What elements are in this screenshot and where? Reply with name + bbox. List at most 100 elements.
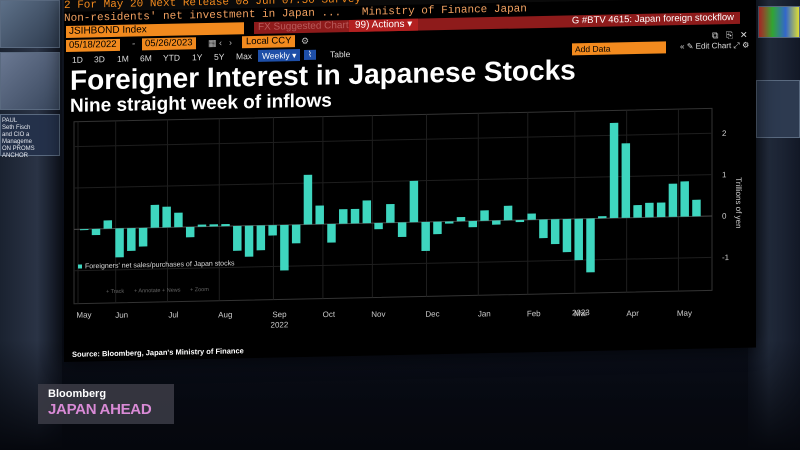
chart-area: -1 0 1 2 Trillions of yen Foreigners' net sal… bbox=[64, 103, 756, 344]
x-tick-label: Sep bbox=[272, 310, 287, 319]
chart-bar bbox=[138, 227, 148, 247]
chart-bar bbox=[80, 229, 89, 231]
chart-bar bbox=[586, 218, 595, 273]
chart-bar bbox=[127, 228, 136, 251]
chart-tool-label: + Zoom bbox=[190, 287, 209, 293]
chart-bar bbox=[150, 204, 160, 228]
edit-chart-label: ✎ Edit Chart bbox=[686, 41, 732, 51]
bar-chart: -1 0 1 2 Trillions of yen Foreigners' net sal… bbox=[73, 107, 743, 330]
chart-bar bbox=[480, 210, 489, 221]
calendar-icon[interactable]: ▦ bbox=[208, 37, 217, 48]
show-name: JAPAN AHEAD bbox=[48, 401, 152, 418]
chart-bar bbox=[268, 225, 277, 236]
chart-bar bbox=[162, 206, 171, 228]
chart-bar bbox=[115, 228, 124, 258]
chart-bar bbox=[456, 217, 466, 222]
studio-monitor bbox=[0, 0, 60, 48]
chart-bar bbox=[327, 223, 336, 243]
chart-tool-label: + News bbox=[162, 288, 181, 294]
studio-monitor-text: PAUL Seth Fisch and CIO a Manageme ON PR… bbox=[2, 118, 35, 159]
x-tick-label: May bbox=[76, 310, 91, 319]
chart-bar bbox=[397, 222, 407, 238]
chart-bar bbox=[562, 218, 572, 253]
chart-bar bbox=[621, 143, 631, 218]
studio-monitor bbox=[756, 80, 800, 138]
ticker-field[interactable]: JSIHBOND Index bbox=[66, 22, 244, 38]
chart-bar bbox=[598, 216, 607, 219]
chart-bar bbox=[386, 204, 395, 223]
chart-bar bbox=[550, 219, 560, 245]
chart-bar bbox=[362, 200, 372, 224]
chart-bar bbox=[303, 174, 313, 225]
grid-line-horizontal bbox=[74, 132, 712, 148]
chart-tool-label: + Track bbox=[106, 289, 124, 295]
x-tick-label: Dec bbox=[425, 309, 439, 318]
y-tick-label: 1 bbox=[722, 170, 727, 179]
page-tag: G #BTV 4615: Japan foreign stockflow bbox=[571, 11, 734, 27]
terminal-panel: 2 For May 20 Next Release 08 Jun 07:50 S… bbox=[64, 0, 756, 362]
suggested-charts[interactable]: FX Suggested Charts bbox=[258, 19, 354, 33]
chart-bar bbox=[492, 220, 501, 225]
gear-icon[interactable]: ⚙ bbox=[742, 40, 750, 50]
chart-bar bbox=[645, 202, 654, 218]
chart-bar bbox=[421, 221, 430, 252]
copy-icon[interactable]: ⎘ bbox=[726, 29, 734, 41]
chevron-left-icon[interactable]: ‹ bbox=[219, 37, 222, 48]
chevron-right-icon[interactable]: › bbox=[229, 37, 232, 48]
edit-chart-button[interactable]: « ✎ Edit Chart ⤢ ⚙ bbox=[680, 40, 749, 53]
line-chart-icon[interactable]: ⌇ bbox=[304, 49, 316, 60]
chart-bar bbox=[103, 220, 113, 229]
x-tick-label: Nov bbox=[371, 310, 385, 319]
x-tick-label: Apr bbox=[626, 309, 639, 318]
chart-bar bbox=[503, 205, 513, 221]
chart-bar bbox=[197, 224, 207, 227]
x-tick-label: Jul bbox=[168, 310, 178, 319]
x-tick-label: Feb bbox=[527, 309, 541, 318]
chart-bar bbox=[350, 208, 360, 224]
close-icon[interactable]: ✕ bbox=[740, 29, 748, 40]
chart-bar bbox=[409, 180, 419, 223]
chart-bar bbox=[174, 212, 183, 228]
chart-bar bbox=[527, 213, 536, 220]
chart-bar bbox=[256, 225, 266, 251]
chart-bar bbox=[374, 222, 383, 230]
chart-bar bbox=[233, 225, 242, 251]
popout-icon[interactable]: ⧉ bbox=[712, 30, 719, 41]
x-tick-label: May bbox=[677, 309, 692, 318]
chart-tool-label: + Annotate bbox=[134, 288, 160, 295]
chart-bar bbox=[692, 199, 701, 217]
start-date-field[interactable]: 05/18/2022 bbox=[66, 38, 120, 52]
expand-icon[interactable]: ⤢ bbox=[733, 40, 740, 50]
chart-bar bbox=[468, 220, 478, 228]
chart-bar bbox=[433, 221, 442, 235]
chart-bar bbox=[339, 209, 348, 224]
x-tick-label: Mar bbox=[574, 309, 588, 318]
x-tick-label: Jan bbox=[478, 309, 491, 318]
settings-icon[interactable]: ⚙ bbox=[301, 35, 310, 47]
y-tick-label: 2 bbox=[722, 129, 727, 138]
chart-bar bbox=[244, 225, 254, 257]
chart-bar bbox=[656, 202, 666, 218]
x-tick-label: Oct bbox=[323, 310, 336, 319]
x-year-label: 2022 bbox=[271, 320, 289, 329]
end-date-field[interactable]: 05/26/2023 bbox=[142, 37, 196, 51]
actions-menu[interactable]: 99) Actions ▾ bbox=[349, 18, 419, 33]
y-tick-label: 0 bbox=[722, 212, 727, 221]
chart-bar bbox=[280, 224, 289, 271]
chart-bar bbox=[209, 224, 218, 227]
currency-select[interactable]: Local CCY bbox=[242, 35, 296, 49]
chart-bar bbox=[444, 221, 454, 224]
chart-bar bbox=[291, 224, 301, 244]
x-year-label: 2023 bbox=[572, 308, 590, 317]
studio-monitor bbox=[758, 6, 800, 38]
x-tick-label: Aug bbox=[218, 310, 232, 319]
collapse-icon[interactable]: « bbox=[680, 42, 685, 52]
chart-bar bbox=[633, 205, 642, 218]
chart-bar bbox=[91, 228, 101, 236]
y-tick-label: -1 bbox=[722, 253, 730, 262]
grid-line-horizontal bbox=[74, 256, 712, 272]
chart-bar bbox=[609, 122, 619, 219]
chart-bar bbox=[680, 181, 689, 217]
add-data-field[interactable]: Add Data bbox=[572, 41, 666, 56]
grid-line-horizontal bbox=[74, 174, 712, 189]
